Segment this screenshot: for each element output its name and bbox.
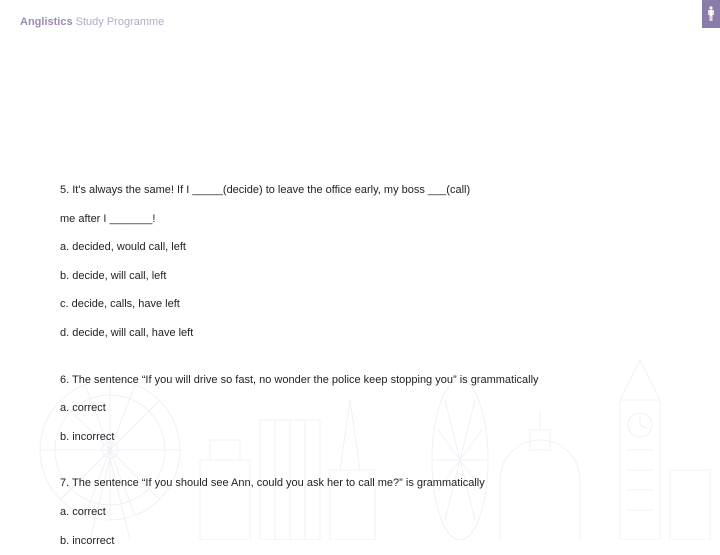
question-option: c. decide, calls, have left: [60, 290, 660, 319]
question-6: 6. The sentence “If you will drive so fa…: [60, 366, 660, 452]
question-option: b. incorrect: [60, 423, 660, 452]
question-prompt: 5. It's always the same! If I _____(deci…: [60, 176, 660, 205]
question-option: a. correct: [60, 394, 660, 423]
question-prompt: 6. The sentence “If you will drive so fa…: [60, 366, 660, 395]
question-7: 7. The sentence “If you should see Ann, …: [60, 469, 660, 555]
page-header: Anglistics Study Programme: [0, 0, 720, 36]
content-area: 5. It's always the same! If I _____(deci…: [0, 36, 720, 555]
question-option: d. decide, will call, have left: [60, 319, 660, 348]
header-brand: Anglistics: [20, 16, 73, 28]
sidebar-figure-badge: [702, 0, 720, 28]
header-subtitle: Study Programme: [76, 16, 165, 28]
question-option: a. correct: [60, 498, 660, 527]
question-option: a. decided, would call, left: [60, 233, 660, 262]
question-5: 5. It's always the same! If I _____(deci…: [60, 176, 660, 348]
question-prompt: 7. The sentence “If you should see Ann, …: [60, 469, 660, 498]
person-icon: [706, 5, 716, 23]
question-prompt: me after I _______!: [60, 205, 660, 234]
question-option: b. decide, will call, left: [60, 262, 660, 291]
question-option: b. incorrect: [60, 527, 660, 555]
